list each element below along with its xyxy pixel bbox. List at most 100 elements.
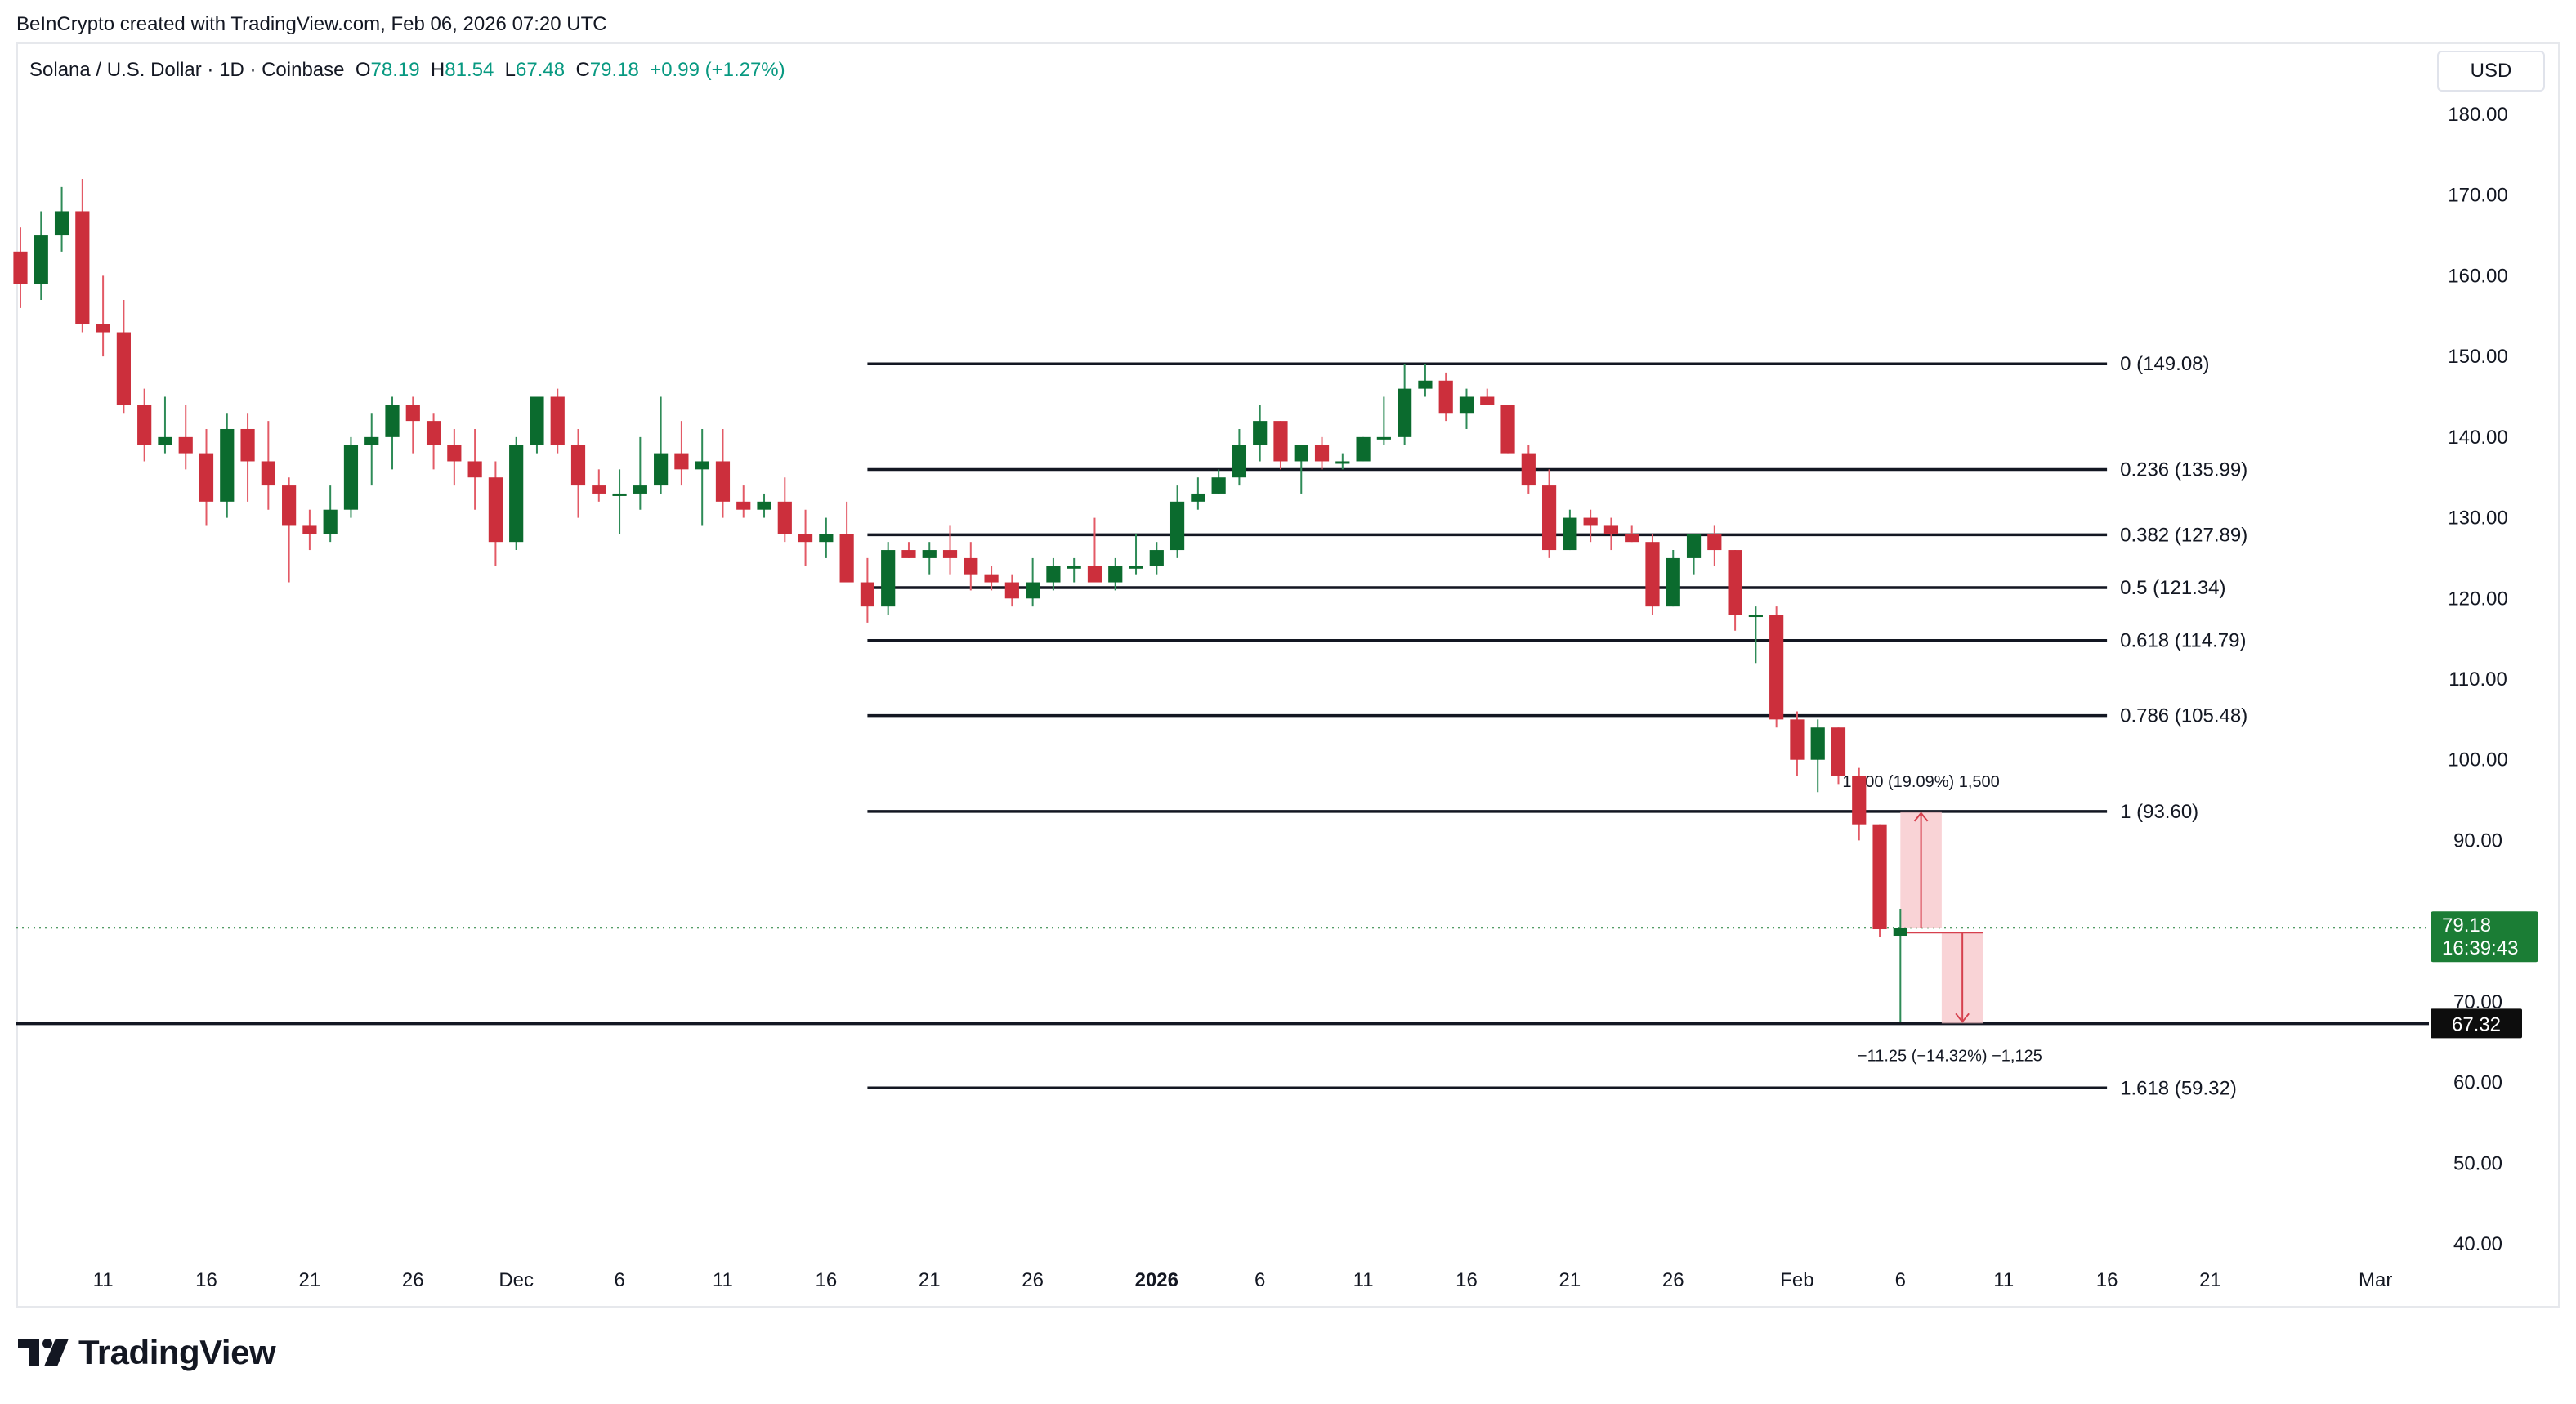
y-tick-label: 50.00	[2453, 1152, 2502, 1174]
chart-panel[interactable]	[16, 42, 2560, 1308]
tradingview-logo-icon	[18, 1339, 69, 1366]
last-price-countdown: 16:39:43	[2442, 937, 2518, 959]
y-tick-label: 90.00	[2453, 829, 2502, 852]
candle-down	[1831, 727, 1846, 785]
price-range-measure[interactable]: 15.00 (19.09%) 1,500 −11.25 (−14.32%) −1,…	[1842, 773, 2042, 1065]
fibonacci-retracement[interactable]: 0 (149.08) 0.236 (135.99) 0.382 (127.89) 0.…	[867, 353, 2247, 1099]
candle-body	[633, 485, 647, 494]
candle-body	[96, 324, 110, 333]
candle-down	[1500, 405, 1515, 454]
y-tick-label: 100.00	[2448, 749, 2507, 771]
candle-up	[509, 436, 524, 551]
fib-level-label: 1 (93.60)	[2120, 801, 2198, 823]
candle-up	[1376, 396, 1391, 445]
x-tick-label: 26	[402, 1269, 424, 1291]
candle-down	[1707, 525, 1722, 566]
candle-up	[1253, 405, 1268, 462]
candle-body	[1211, 477, 1226, 494]
candle-down	[839, 501, 854, 583]
candle-up	[54, 186, 69, 252]
fib-level-label: 0.786 (105.48)	[2120, 705, 2247, 727]
candle-down	[570, 428, 586, 518]
tradingview-logo[interactable]: TradingView	[18, 1330, 276, 1375]
low-value: 67.48	[516, 59, 566, 81]
x-tick-label: 6	[1895, 1269, 1906, 1291]
candle-down	[261, 421, 275, 510]
candle-up	[1335, 453, 1350, 470]
candle-down	[96, 275, 110, 357]
candle-body	[860, 582, 875, 607]
fib-level-label: 0.236 (135.99)	[2120, 458, 2247, 481]
candle-body	[1790, 719, 1805, 760]
candle-down	[240, 413, 255, 502]
x-tick-label: 26	[1662, 1269, 1684, 1291]
candle-down	[1521, 445, 1536, 494]
candle-body	[323, 509, 338, 534]
candle-body	[1169, 501, 1185, 551]
candle-body	[488, 477, 503, 543]
candle-up	[757, 493, 771, 518]
candle-body	[1232, 445, 1247, 478]
x-tick-label: 16	[195, 1269, 217, 1291]
candle-body	[54, 211, 69, 236]
candle-body	[13, 251, 28, 284]
candle-body	[1335, 461, 1350, 464]
x-tick-label: 21	[299, 1269, 321, 1291]
candle-body	[612, 493, 627, 496]
candle-body	[839, 534, 854, 583]
candle-body	[1728, 550, 1742, 615]
candle-down	[1087, 517, 1102, 583]
tradingview-logo-text: TradingView	[78, 1333, 276, 1371]
measure-down-arrowhead	[1955, 1013, 1970, 1023]
y-tick-label: 40.00	[2453, 1233, 2502, 1255]
support-line-badge-value: 67.32	[2452, 1013, 2501, 1035]
candle-body	[34, 235, 48, 284]
candle-down	[1541, 469, 1557, 558]
candle-up	[633, 436, 647, 510]
candle-body	[199, 453, 214, 502]
fib-level-label: 0 (149.08)	[2120, 353, 2209, 375]
y-tick-label: 140.00	[2448, 427, 2507, 449]
candle-body	[1541, 485, 1557, 551]
candle-down	[426, 413, 441, 470]
candle-up	[1810, 719, 1825, 793]
candle-body	[1314, 445, 1330, 462]
fib-level-label: 1.618 (59.32)	[2120, 1077, 2237, 1099]
x-tick-label: 2026	[1135, 1269, 1178, 1291]
candle-down	[447, 428, 462, 486]
candle-down	[550, 388, 565, 454]
candle-body	[1769, 615, 1784, 720]
candle-body	[509, 445, 524, 543]
candle-down	[1273, 421, 1288, 470]
x-tick-label: Feb	[1780, 1269, 1813, 1291]
candle-up	[1129, 534, 1143, 575]
candle-body	[1356, 436, 1371, 462]
candle-up	[220, 413, 235, 518]
candle-up	[1026, 557, 1040, 607]
candle-body	[220, 428, 235, 502]
candle-down	[405, 396, 420, 454]
candle-down	[1790, 711, 1805, 776]
candle-down	[798, 509, 813, 566]
candle-body	[674, 453, 689, 470]
candle-down	[592, 469, 606, 502]
candle-up	[1046, 557, 1061, 591]
currency-button[interactable]: USD	[2437, 51, 2545, 92]
candle-down	[984, 566, 999, 591]
close-value: 79.18	[589, 59, 639, 81]
candle-up	[819, 517, 834, 558]
candle-body	[385, 405, 400, 437]
fib-level-label: 0.5 (121.34)	[2120, 577, 2225, 599]
candle-down	[964, 542, 978, 591]
candle-body	[695, 461, 709, 470]
candle-body	[178, 436, 193, 454]
candle-up	[881, 542, 896, 615]
x-axis: 11 16 21 26 Dec 6 11 16 21 26 2026 6 11 16 21 26 Feb 6 11 1…	[93, 1269, 2393, 1291]
candle-down	[860, 557, 875, 623]
candle-up	[1686, 534, 1702, 575]
candle-body	[116, 332, 131, 405]
candle-body	[715, 461, 731, 502]
candle-up	[1563, 509, 1577, 551]
candle-down	[715, 428, 731, 518]
